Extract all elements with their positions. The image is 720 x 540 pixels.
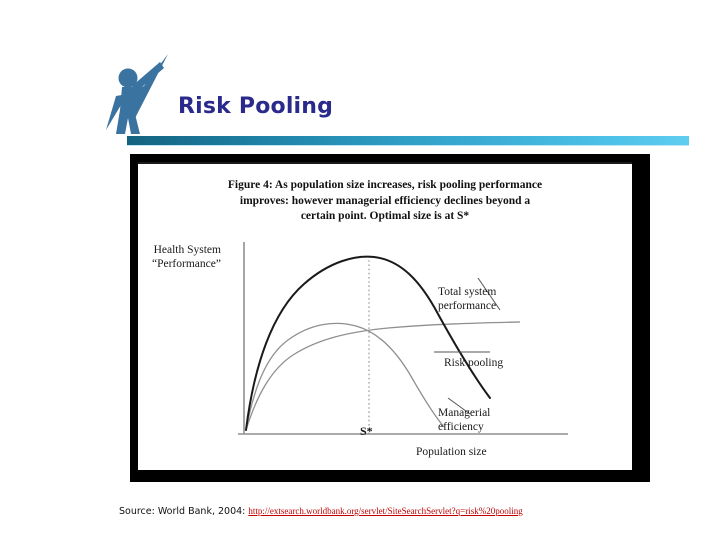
- series-risk-pooling: [245, 321, 521, 431]
- series-label-managerial-efficiency: Managerial efficiency: [438, 407, 490, 435]
- managerial-label-line-2: efficiency: [438, 420, 484, 433]
- figure-caption-line-3: certain point. Optimal size is at S*: [300, 210, 470, 223]
- series-managerial-efficiency: [245, 322, 445, 431]
- chart-x-axis-label: Population size: [416, 446, 487, 458]
- figure-caption: Figure 4: As population size increases, …: [156, 178, 614, 225]
- total-system-label-line-2: performance: [438, 299, 497, 312]
- managerial-label-line-1: Managerial: [438, 407, 491, 419]
- chart-plot-area: Health System “Performance” Total system…: [138, 238, 632, 470]
- source-url-link[interactable]: http://extsearch.worldbank.org/servlet/S…: [248, 506, 523, 516]
- total-system-label-line-1: Total system: [438, 286, 497, 298]
- series-total-system-performance: [245, 255, 491, 431]
- source-line: Source: World Bank, 2004: http://extsearc…: [119, 506, 523, 517]
- chart-y-axis-label: Health System “Performance”: [152, 244, 221, 272]
- page-title: Risk Pooling: [178, 94, 334, 119]
- y-axis-label-line-1: Health System: [153, 244, 221, 256]
- series-label-risk-pooling: Risk pooling: [444, 357, 504, 369]
- figure-image-frame: Figure 4: As population size increases, …: [130, 154, 650, 482]
- leader-line-total-system: [477, 277, 501, 311]
- source-prefix: Source: World Bank, 2004:: [119, 506, 246, 517]
- person-with-arrow-logo-icon: [98, 52, 178, 138]
- y-axis-label-line-2: “Performance”: [152, 257, 221, 270]
- figure-caption-line-1: Figure 4: As population size increases, …: [227, 179, 543, 191]
- slide-header: Risk Pooling: [0, 0, 720, 152]
- title-divider-bar: [127, 136, 689, 146]
- optimal-point-label: S*: [360, 424, 373, 438]
- leader-line-managerial-efficiency: [447, 397, 471, 415]
- series-label-total-system-performance: Total system performance: [438, 286, 496, 314]
- figure-panel: Figure 4: As population size increases, …: [138, 162, 632, 470]
- chart-svg: [238, 242, 568, 435]
- figure-caption-line-2: improves: however managerial efficiency …: [239, 194, 531, 207]
